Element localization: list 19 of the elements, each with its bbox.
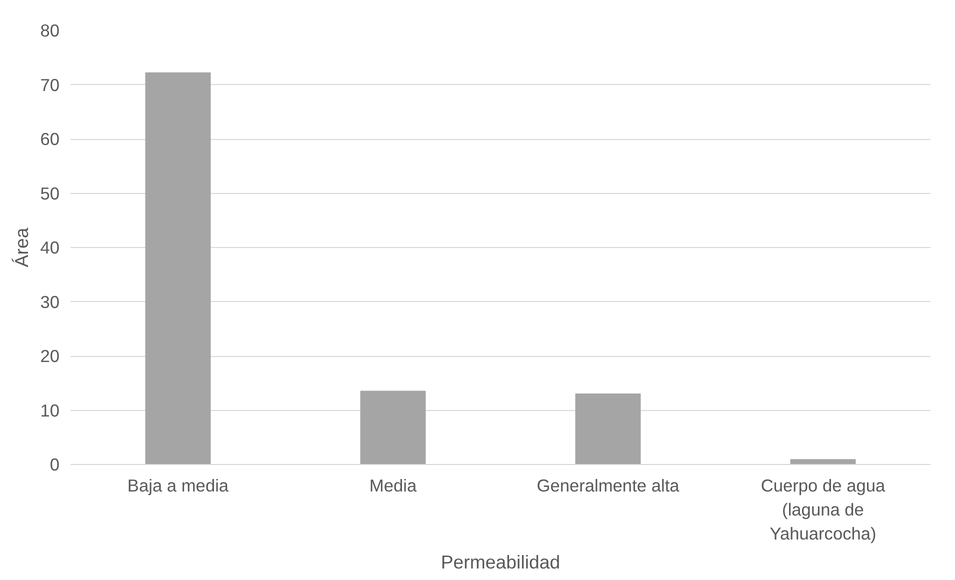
- x-axis-title: Permeabilidad: [440, 552, 560, 572]
- x-tick-label: Media: [369, 476, 417, 496]
- y-tick-label: 30: [40, 292, 60, 312]
- bar: [360, 390, 426, 464]
- y-tick-label: 0: [50, 454, 60, 474]
- x-tick-label: Cuerpo de agua (laguna de Yahuarcocha): [760, 476, 886, 544]
- bar: [145, 72, 211, 464]
- y-tick-label: 40: [40, 238, 60, 258]
- y-tick-label: 20: [40, 346, 60, 366]
- x-tick-label: Baja a media: [127, 476, 229, 496]
- x-tick-label: Generalmente alta: [536, 476, 680, 496]
- y-tick-label: 70: [40, 74, 60, 95]
- bar: [790, 459, 856, 464]
- y-tick-label: 80: [40, 20, 60, 40]
- y-tick-label: 50: [40, 183, 60, 204]
- bar: [575, 393, 641, 464]
- y-tick-label: 60: [40, 129, 60, 149]
- y-tick-label: 10: [40, 400, 60, 420]
- y-axis-title: Área: [11, 227, 32, 268]
